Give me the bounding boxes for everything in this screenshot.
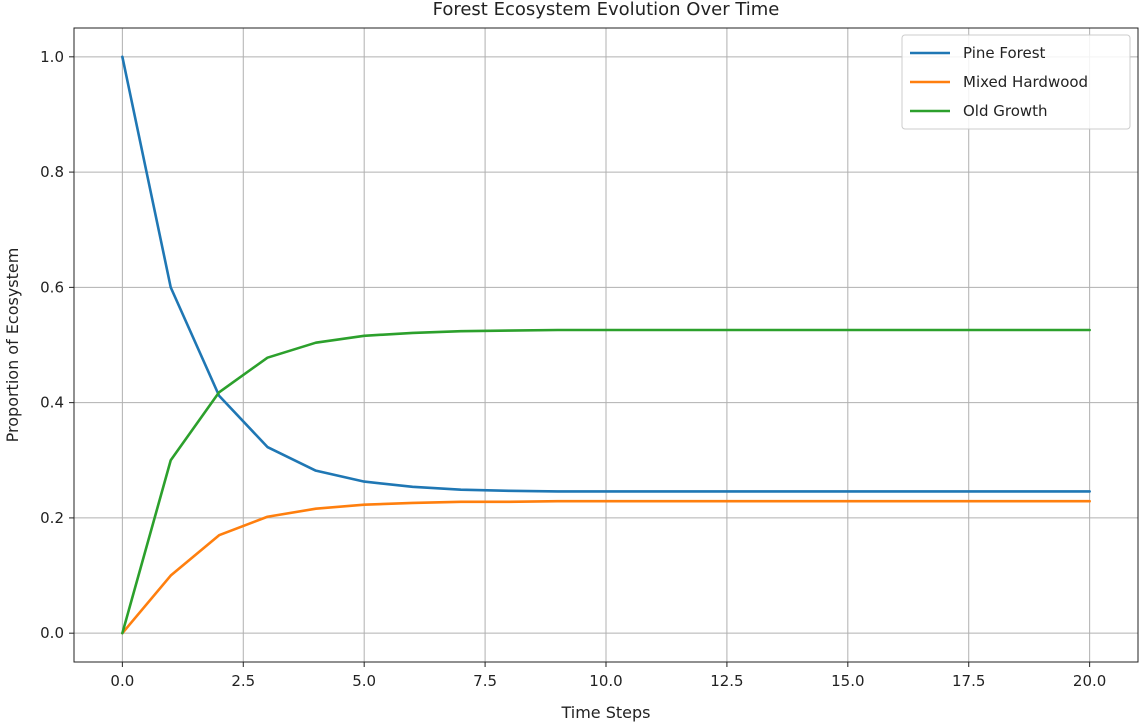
- x-tick-label: 12.5: [710, 672, 743, 690]
- chart-title: Forest Ecosystem Evolution Over Time: [433, 0, 780, 20]
- legend-box: [901, 34, 1131, 130]
- series-line-mixed-hardwood: [121, 499, 1091, 635]
- y-tick-label: 0.2: [40, 509, 64, 527]
- y-tick-label: 0.0: [40, 624, 64, 642]
- series-line-old-growth: [121, 328, 1091, 635]
- y-tick-label: 0.4: [40, 394, 64, 412]
- y-axis-ticks: 0.0 0.2 0.4 0.6 0.8 1.0: [40, 48, 74, 642]
- x-tick-label: 5.0: [352, 672, 376, 690]
- y-tick-label: 0.6: [40, 278, 64, 296]
- y-axis-title: Proportion of Ecosystem: [3, 248, 22, 443]
- legend-label-old-growth: Old Growth: [963, 102, 1048, 120]
- x-axis-title: Time Steps: [560, 703, 650, 722]
- x-tick-label: 2.5: [231, 672, 255, 690]
- x-tick-label: 17.5: [952, 672, 985, 690]
- legend-label-mixed-hardwood: Mixed Hardwood: [963, 73, 1088, 91]
- y-tick-label: 1.0: [40, 48, 64, 66]
- grid-lines: [74, 28, 1138, 662]
- x-tick-label: 20.0: [1073, 672, 1106, 690]
- x-tick-label: 15.0: [831, 672, 864, 690]
- y-tick-label: 0.8: [40, 163, 64, 181]
- x-tick-label: 0.0: [110, 672, 134, 690]
- series-line-pine-forest: [121, 55, 1091, 493]
- x-axis-ticks: 0.0 2.5 5.0 7.5 10.0 12.5 15.0 17.5 20.0: [110, 662, 1106, 690]
- legend: Pine Forest Mixed Hardwood Old Growth: [901, 34, 1131, 130]
- legend-label-pine-forest: Pine Forest: [963, 44, 1046, 62]
- x-tick-label: 7.5: [473, 672, 497, 690]
- series-lines: [121, 55, 1091, 635]
- x-tick-label: 10.0: [589, 672, 622, 690]
